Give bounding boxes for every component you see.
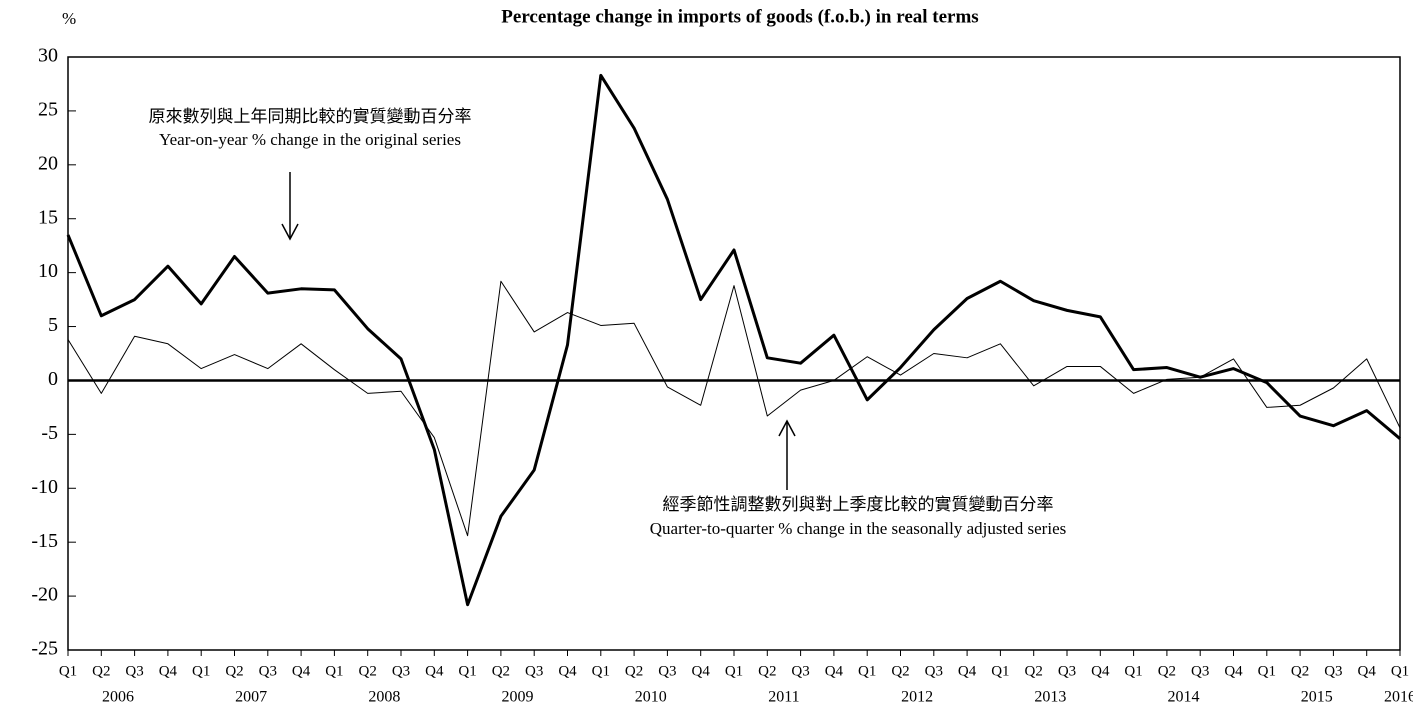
x-tick-label: Q3	[1191, 663, 1209, 679]
x-tick-label: Q2	[92, 663, 110, 679]
x-tick-label: Q1	[592, 663, 610, 679]
x-tick-label: Q1	[858, 663, 876, 679]
x-tick-label: Q3	[1324, 663, 1342, 679]
x-tick-label: Q4	[825, 663, 844, 679]
x-tick-label: Q1	[325, 663, 343, 679]
x-tick-label: Q1	[1391, 663, 1409, 679]
x-tick-label: Q4	[425, 663, 444, 679]
x-tick-label: Q4	[1091, 663, 1110, 679]
x-tick-label: Q2	[758, 663, 776, 679]
x-tick-label: Q4	[692, 663, 711, 679]
x-tick-label: Q4	[159, 663, 178, 679]
y-tick-label: 10	[38, 260, 58, 282]
arrow	[281, 172, 299, 241]
y-tick-label: -15	[31, 530, 58, 552]
x-tick-label: Q4	[1358, 663, 1377, 679]
x-tick-label: Q3	[1058, 663, 1076, 679]
year-label: 2013	[1034, 689, 1066, 706]
year-label: 2006	[102, 689, 134, 706]
y-tick-label: -10	[31, 476, 58, 498]
x-tick-label: Q1	[59, 663, 77, 679]
x-tick-label: Q2	[492, 663, 510, 679]
annotation: 原來數列與上年同期比較的實質變動百分率	[149, 107, 472, 126]
y-tick-label: -20	[31, 584, 58, 606]
x-tick-label: Q3	[259, 663, 277, 679]
y-tick-label: -25	[31, 638, 58, 660]
x-tick-label: Q2	[1291, 663, 1309, 679]
x-tick-label: Q2	[1025, 663, 1043, 679]
year-label: 2009	[502, 689, 534, 706]
x-tick-label: Q3	[791, 663, 809, 679]
year-label: 2012	[901, 689, 933, 706]
year-label: 2011	[768, 689, 799, 706]
y-tick-label: 30	[38, 45, 58, 67]
x-tick-label: Q2	[891, 663, 909, 679]
year-label: 2007	[235, 689, 267, 706]
x-tick-label: Q1	[725, 663, 743, 679]
y-tick-label: 15	[38, 206, 58, 228]
y-tick-label: 25	[38, 99, 58, 121]
chart-title: Percentage change in imports of goods (f…	[501, 6, 978, 27]
x-tick-label: Q2	[225, 663, 243, 679]
x-tick-label: Q4	[958, 663, 977, 679]
x-tick-label: Q1	[1124, 663, 1142, 679]
series-line	[67, 280, 1401, 537]
annotation: 經季節性調整數列與對上季度比較的實質變動百分率	[663, 495, 1054, 514]
x-tick-label: Q1	[991, 663, 1009, 679]
x-tick-label: Q1	[1258, 663, 1276, 679]
x-tick-label: Q2	[359, 663, 377, 679]
y-tick-label: 20	[38, 152, 58, 174]
y-tick-label: -5	[41, 422, 58, 444]
x-tick-label: Q3	[925, 663, 943, 679]
x-tick-label: Q3	[125, 663, 143, 679]
year-label: 2008	[368, 689, 400, 706]
x-tick-label: Q3	[525, 663, 543, 679]
year-label: 2010	[635, 689, 667, 706]
y-tick-label: 0	[48, 368, 58, 390]
y-tick-label: 5	[48, 314, 58, 336]
x-tick-label: Q4	[558, 663, 577, 679]
year-label: 2014	[1168, 689, 1200, 706]
x-tick-label: Q4	[292, 663, 311, 679]
annotation: Year-on-year % change in the original se…	[159, 130, 461, 149]
x-tick-label: Q3	[392, 663, 410, 679]
year-label: 2015	[1301, 689, 1333, 706]
x-tick-label: Q2	[625, 663, 643, 679]
x-tick-label: Q2	[1158, 663, 1176, 679]
y-unit: %	[62, 9, 76, 28]
series-line	[66, 73, 1401, 607]
arrow	[778, 419, 796, 490]
x-tick-label: Q1	[192, 663, 210, 679]
x-tick-label: Q3	[658, 663, 676, 679]
annotation: Quarter-to-quarter % change in the seaso…	[650, 519, 1066, 538]
year-label: 2016	[1384, 689, 1413, 706]
x-tick-label: Q4	[1224, 663, 1243, 679]
x-tick-label: Q1	[458, 663, 476, 679]
